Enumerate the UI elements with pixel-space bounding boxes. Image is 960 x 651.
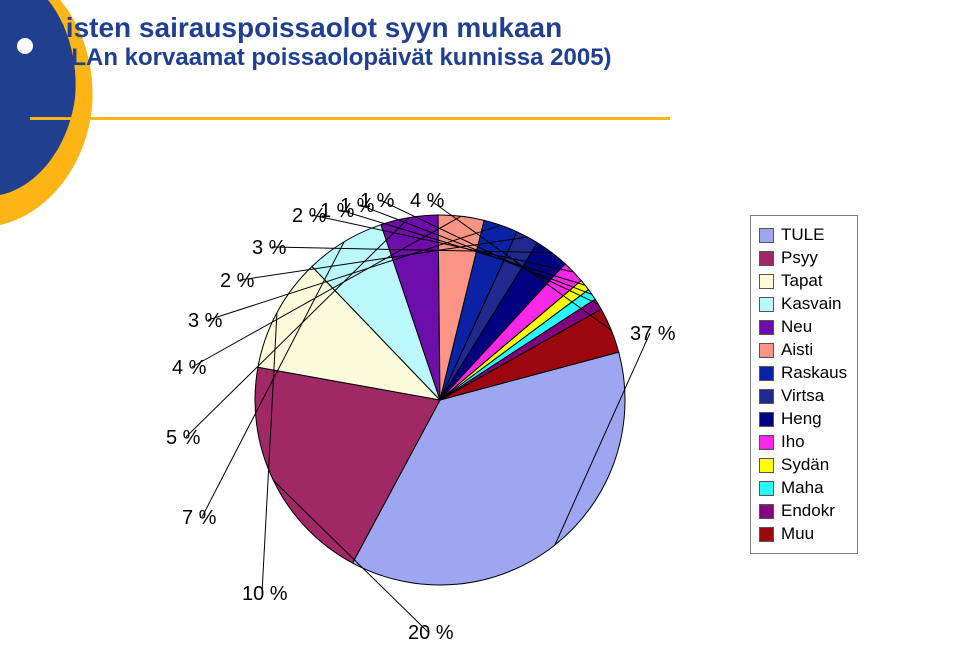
legend-label: Tapat	[781, 271, 823, 291]
legend-label: Aisti	[781, 340, 813, 360]
legend-swatch	[759, 251, 774, 266]
legend-item-raskaus: Raskaus	[759, 363, 847, 383]
slice-label-tapat: 10 %	[242, 583, 288, 606]
legend-item-iho: Iho	[759, 432, 847, 452]
legend-item-psyy: Psyy	[759, 248, 847, 268]
pie-chart: 37 %20 %10 %7 %5 %4 %3 %2 %3 %2 %1 %1 %1…	[140, 155, 700, 651]
legend-item-maha: Maha	[759, 478, 847, 498]
legend-item-muu: Muu	[759, 524, 847, 544]
legend-swatch	[759, 412, 774, 427]
legend-label: Kasvain	[781, 294, 841, 314]
legend-label: Virtsa	[781, 386, 824, 406]
slice-label-neu: 5 %	[166, 427, 200, 450]
slice-label-kasvain: 7 %	[182, 507, 216, 530]
pie-svg	[140, 155, 700, 651]
slice-label-aisti: 4 %	[172, 357, 206, 380]
title-line-1: Naisten sairauspoissaolot syyn mukaan	[30, 12, 670, 44]
legend-swatch	[759, 435, 774, 450]
legend-swatch	[759, 228, 774, 243]
legend-swatch	[759, 389, 774, 404]
legend-item-aisti: Aisti	[759, 340, 847, 360]
legend-item-heng: Heng	[759, 409, 847, 429]
legend-swatch	[759, 320, 774, 335]
title-line-2: (KELAn korvaamat poissaolopäivät kunniss…	[30, 44, 670, 72]
legend-label: Maha	[781, 478, 824, 498]
legend-swatch	[759, 297, 774, 312]
legend-item-kasvain: Kasvain	[759, 294, 847, 314]
slice-label-heng: 3 %	[252, 237, 286, 260]
slice-label-endokr: 1 %	[360, 190, 394, 213]
legend-label: Heng	[781, 409, 822, 429]
slice-label-muu: 4 %	[410, 190, 444, 213]
legend-item-sydän: Sydän	[759, 455, 847, 475]
legend: TULE Psyy Tapat Kasvain Neu Aisti Raskaus Virts…	[750, 215, 858, 554]
slice-label-raskaus: 3 %	[188, 310, 222, 333]
legend-item-tapat: Tapat	[759, 271, 847, 291]
legend-label: Psyy	[781, 248, 818, 268]
title-block: Naisten sairauspoissaolot syyn mukaan (K…	[30, 12, 670, 120]
legend-item-tule: TULE	[759, 225, 847, 245]
legend-swatch	[759, 343, 774, 358]
legend-item-virtsa: Virtsa	[759, 386, 847, 406]
slide: Naisten sairauspoissaolot syyn mukaan (K…	[0, 0, 960, 651]
legend-swatch	[759, 458, 774, 473]
slice-label-virtsa: 2 %	[220, 270, 254, 293]
slice-label-tule: 37 %	[630, 323, 676, 346]
legend-label: Neu	[781, 317, 812, 337]
legend-label: TULE	[781, 225, 824, 245]
legend-item-neu: Neu	[759, 317, 847, 337]
legend-swatch	[759, 274, 774, 289]
legend-swatch	[759, 527, 774, 542]
legend-label: Endokr	[781, 501, 835, 521]
legend-swatch	[759, 366, 774, 381]
legend-label: Iho	[781, 432, 805, 452]
legend-label: Muu	[781, 524, 814, 544]
legend-label: Raskaus	[781, 363, 847, 383]
legend-swatch	[759, 504, 774, 519]
slice-label-psyy: 20 %	[408, 622, 454, 645]
legend-swatch	[759, 481, 774, 496]
legend-item-endokr: Endokr	[759, 501, 847, 521]
legend-label: Sydän	[781, 455, 829, 475]
